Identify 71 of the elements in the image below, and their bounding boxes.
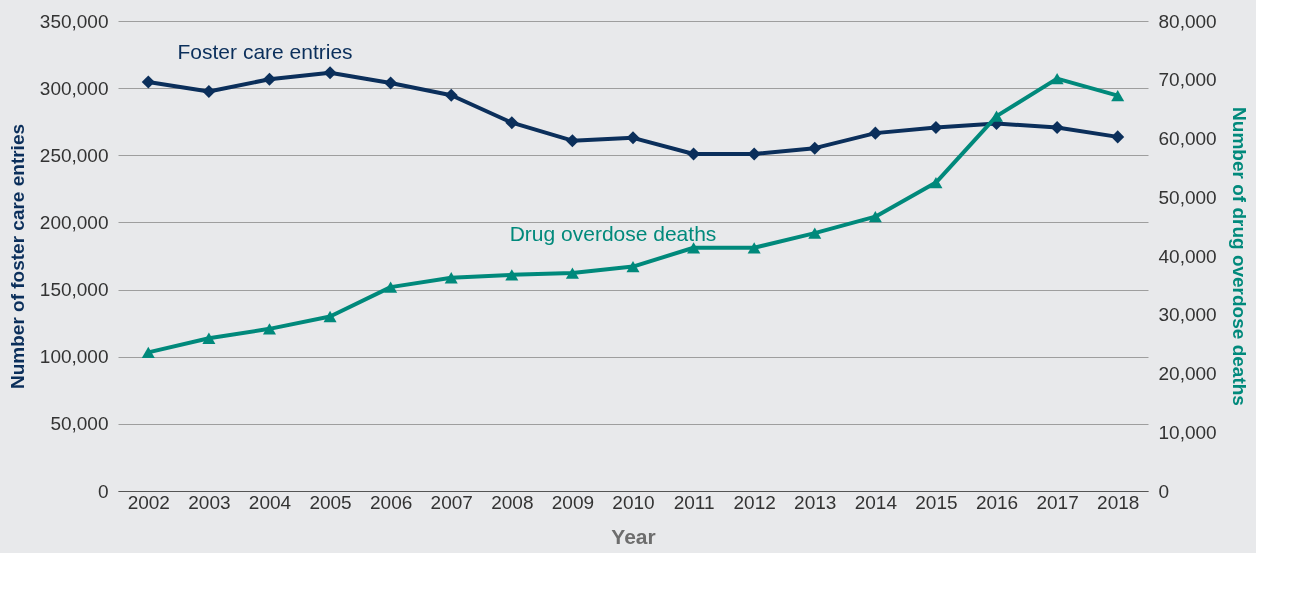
x-tick-label: 2005 bbox=[309, 491, 352, 513]
point bbox=[141, 346, 155, 358]
point bbox=[141, 75, 155, 89]
x-tick-label: 2011 bbox=[673, 491, 715, 513]
y-tick-label: 200,000 bbox=[39, 211, 109, 233]
y2-tick-label: 30,000 bbox=[1158, 304, 1217, 326]
point bbox=[868, 126, 882, 140]
point bbox=[808, 141, 822, 155]
x-tick-label: 2018 bbox=[1097, 491, 1140, 513]
point bbox=[444, 88, 458, 102]
point bbox=[262, 72, 276, 86]
point bbox=[323, 310, 337, 323]
y2-tick-label: 40,000 bbox=[1158, 245, 1217, 267]
y2-axis-title: Number of drug overdose deaths bbox=[1228, 107, 1250, 406]
point bbox=[323, 66, 337, 80]
series-label: Foster care entries bbox=[177, 39, 353, 63]
y-tick-label: 350,000 bbox=[39, 10, 109, 32]
x-tick-label: 2006 bbox=[370, 491, 413, 513]
x-tick-label: 2009 bbox=[551, 491, 595, 513]
point bbox=[747, 147, 761, 161]
y2-tick-label: 80,000 bbox=[1158, 10, 1217, 32]
point bbox=[565, 134, 579, 148]
x-axis-title: Year bbox=[611, 524, 656, 548]
y2-tick-label: 10,000 bbox=[1158, 421, 1217, 443]
x-tick-label: 2008 bbox=[491, 491, 534, 513]
x-tick-label: 2016 bbox=[975, 491, 1019, 513]
x-tick-label: 2010 bbox=[612, 491, 655, 513]
y-tick-label: 150,000 bbox=[39, 279, 109, 301]
y-tick-label: 50,000 bbox=[50, 413, 109, 435]
point bbox=[505, 116, 519, 130]
x-tick-label: 2004 bbox=[248, 491, 292, 513]
point bbox=[565, 267, 579, 279]
x-tick-label: 2007 bbox=[430, 491, 473, 513]
point bbox=[444, 272, 458, 284]
x-tick-label: 2012 bbox=[733, 491, 776, 513]
y-tick-label: 100,000 bbox=[39, 346, 109, 368]
x-tick-label: 2002 bbox=[127, 491, 170, 513]
point bbox=[687, 242, 701, 254]
y2-tick-label: 50,000 bbox=[1158, 186, 1217, 208]
point bbox=[626, 131, 640, 145]
x-tick-label: 2013 bbox=[794, 491, 837, 513]
y-tick-label: 300,000 bbox=[39, 77, 109, 99]
point bbox=[929, 176, 943, 189]
series-label: Drug overdose deaths bbox=[509, 221, 717, 245]
point bbox=[202, 332, 216, 344]
x-tick-label: 2014 bbox=[854, 491, 898, 513]
y-axis-title: Number of foster care entries bbox=[6, 123, 28, 390]
y2-tick-label: 60,000 bbox=[1158, 128, 1217, 149]
point bbox=[868, 210, 882, 223]
point bbox=[262, 323, 276, 335]
point bbox=[1050, 72, 1064, 85]
point bbox=[747, 242, 761, 254]
point bbox=[384, 281, 398, 293]
point bbox=[384, 76, 398, 90]
point bbox=[1111, 130, 1125, 144]
y-tick-label: 250,000 bbox=[39, 144, 109, 166]
point bbox=[1050, 120, 1064, 135]
point bbox=[990, 110, 1004, 122]
y2-tick-label: 20,000 bbox=[1158, 363, 1217, 384]
x-tick-label: 2017 bbox=[1036, 491, 1079, 513]
y2-tick-label: 0 bbox=[1158, 480, 1170, 502]
y-tick-label: 0 bbox=[97, 480, 109, 502]
x-tick-label: 2015 bbox=[915, 491, 958, 513]
point bbox=[505, 269, 519, 281]
y2-tick-label: 70,000 bbox=[1158, 69, 1217, 91]
point bbox=[808, 227, 822, 239]
point bbox=[1111, 89, 1125, 102]
point bbox=[929, 120, 943, 135]
point bbox=[202, 84, 216, 99]
point bbox=[626, 260, 640, 273]
x-tick-label: 2003 bbox=[188, 491, 231, 513]
